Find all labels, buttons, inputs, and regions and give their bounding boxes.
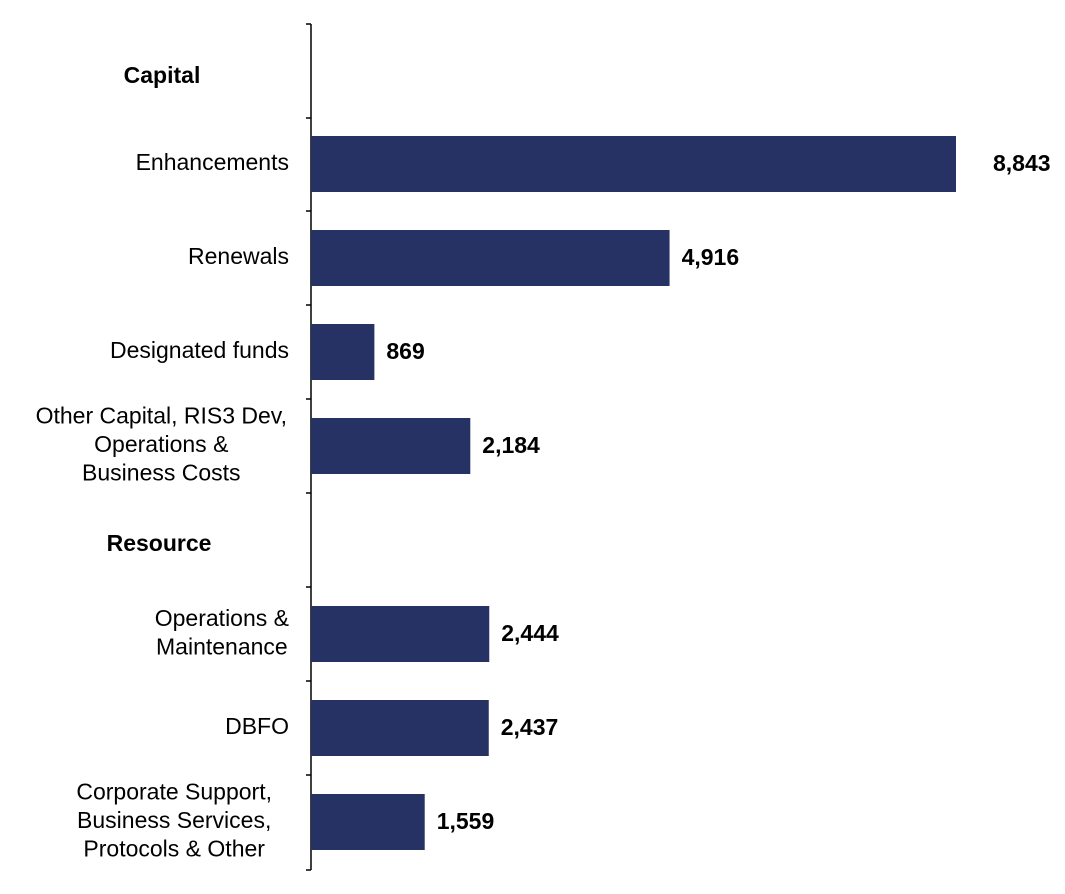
category-label-line: Operations &: [155, 605, 289, 631]
category-label: Enhancements: [136, 149, 289, 175]
category-label: Corporate Support, Business Services, Prot…: [76, 779, 272, 862]
bar: [311, 136, 956, 192]
category-label-line: Protocols & Other: [83, 836, 265, 862]
category-label: Designated funds: [110, 337, 289, 363]
data-label: 869: [386, 338, 424, 364]
data-label: 8,843: [993, 150, 1051, 176]
category-label-line: Maintenance: [156, 633, 288, 659]
group-header-0: Capital: [124, 62, 201, 88]
data-label: 2,184: [482, 432, 540, 458]
category-label: Other Capital, RIS3 Dev, Operations & Busi…: [36, 403, 287, 486]
data-label: 2,437: [501, 714, 559, 740]
category-label: DBFO: [225, 713, 289, 739]
category-label: Renewals: [188, 243, 289, 269]
category-label-line: Business Costs: [82, 460, 241, 486]
category-label-line: Operations &: [94, 431, 228, 457]
bar: [311, 606, 490, 662]
group-header-1: Resource: [107, 530, 212, 556]
bar: [311, 324, 375, 380]
category-label-line: Other Capital, RIS3 Dev,: [36, 403, 287, 429]
bar: [311, 700, 489, 756]
bar: [311, 230, 670, 286]
bar: [311, 418, 471, 474]
category-label-line: Renewals: [188, 243, 289, 269]
category-label-line: Designated funds: [110, 337, 289, 363]
category-label-line: Business Services,: [77, 807, 271, 833]
category-label-line: DBFO: [225, 713, 289, 739]
data-label: 1,559: [437, 808, 495, 834]
category-label-line: Enhancements: [136, 149, 289, 175]
category-label-line: Corporate Support,: [76, 779, 272, 805]
bar: [311, 794, 425, 850]
data-label: 4,916: [682, 244, 740, 270]
category-label: Operations & Maintenance: [155, 605, 289, 660]
data-label: 2,444: [501, 620, 559, 646]
